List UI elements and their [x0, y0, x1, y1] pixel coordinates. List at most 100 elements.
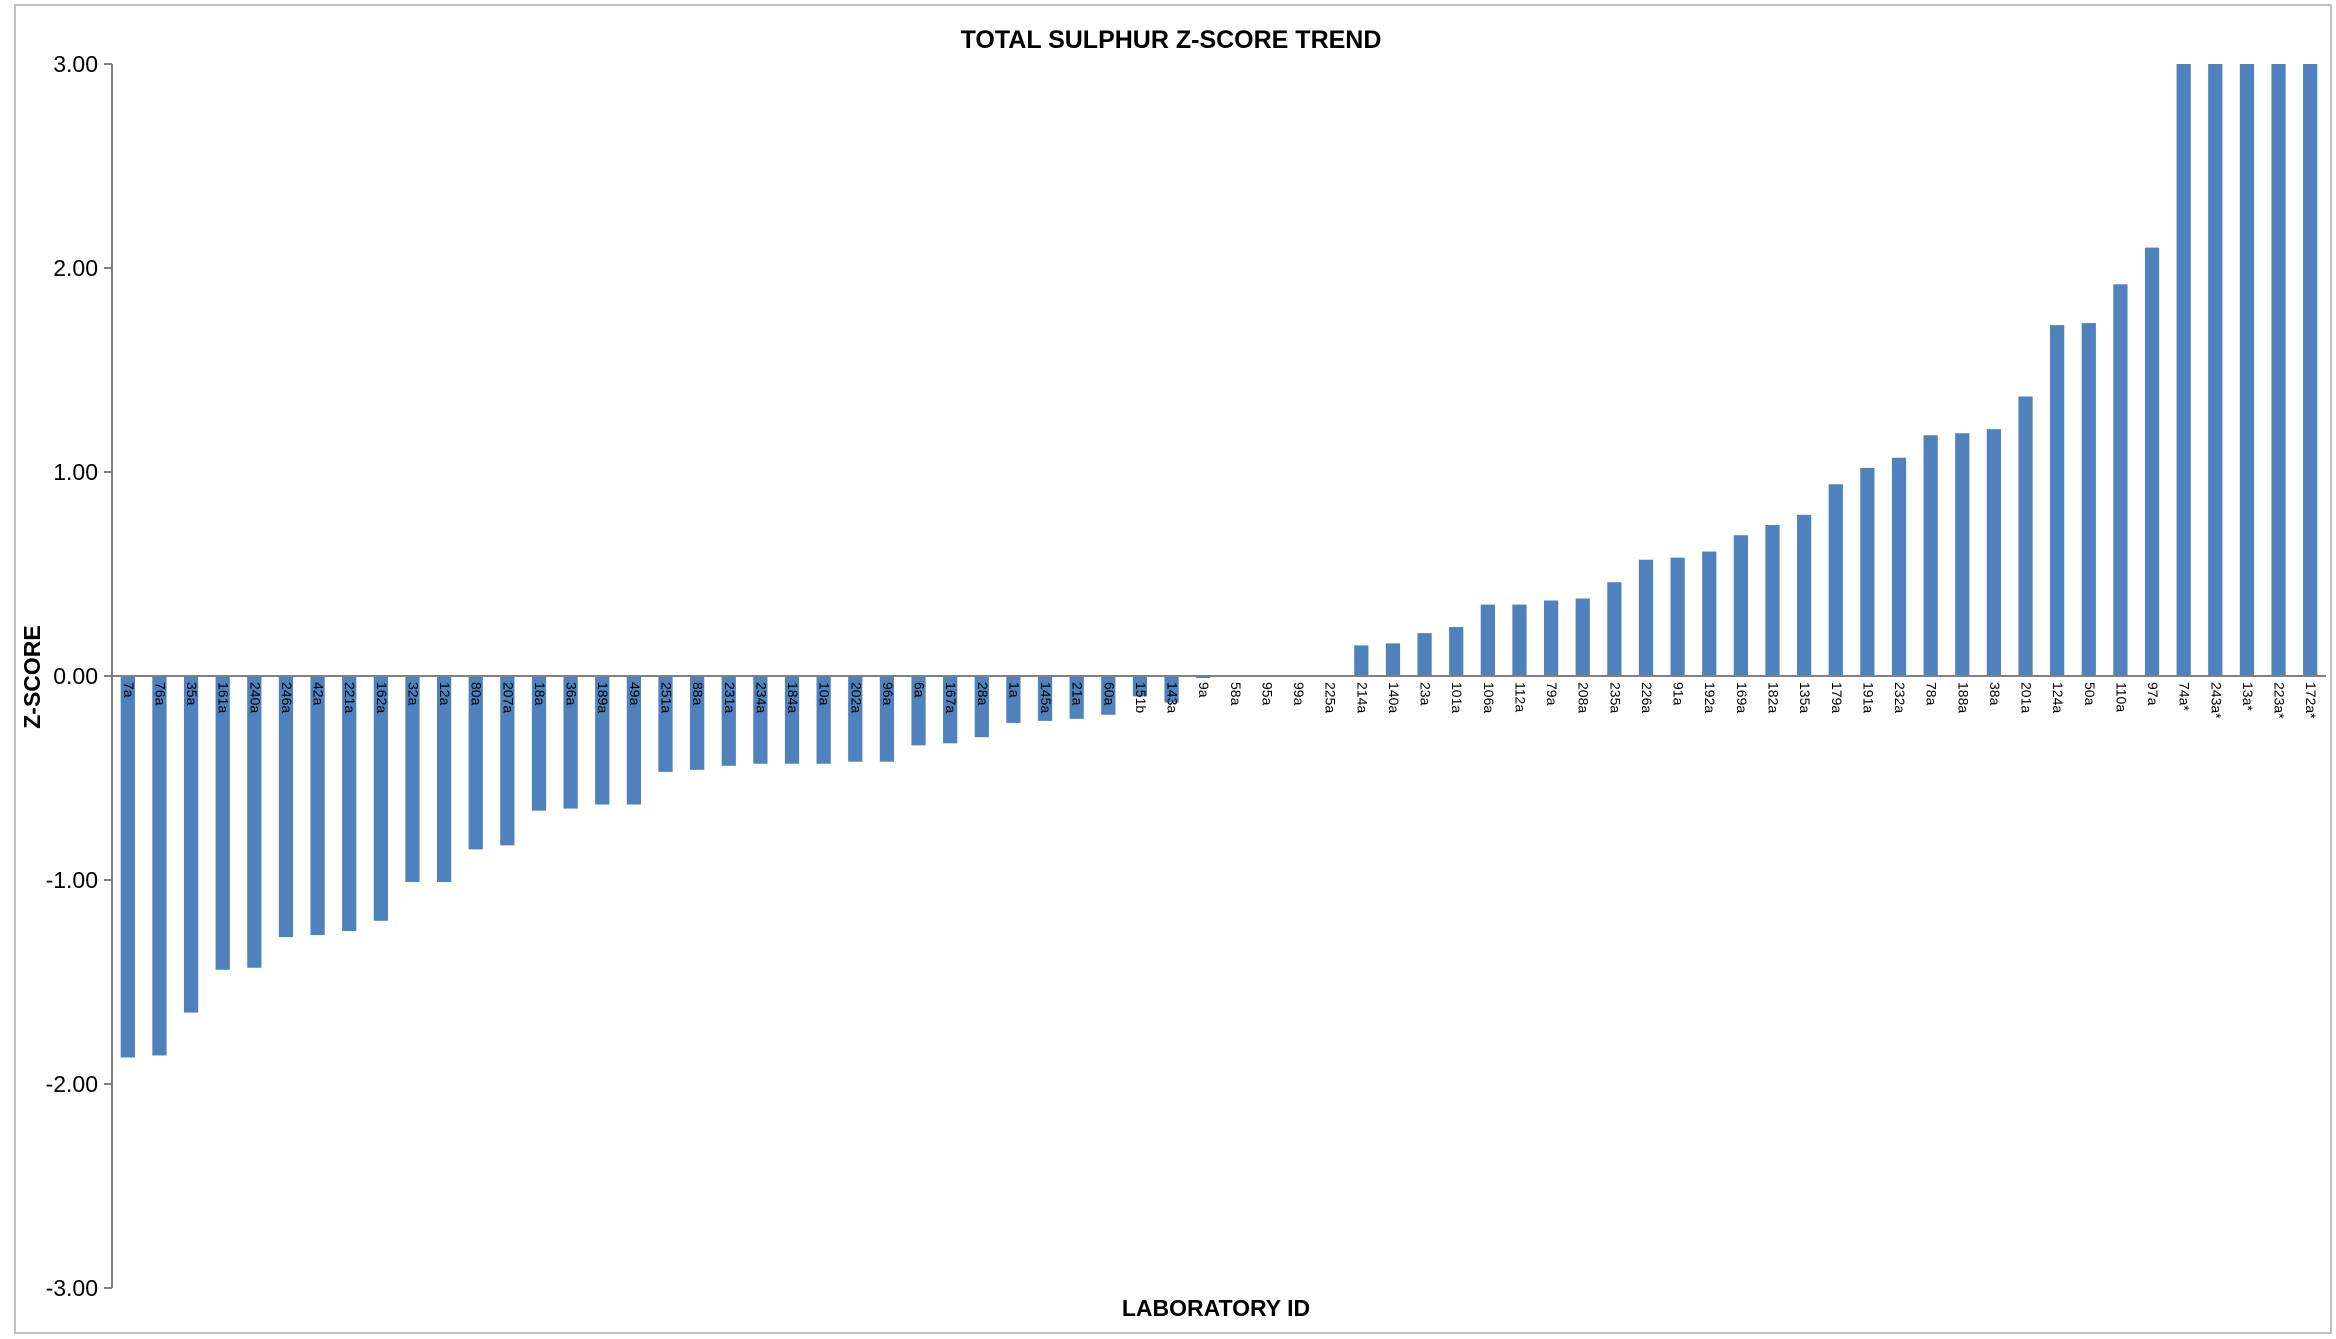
bar-235a	[1607, 582, 1622, 676]
bar-76a	[152, 676, 167, 1056]
x-tick-label: 214a	[1354, 682, 1370, 713]
x-tick-label: 167a	[943, 682, 959, 713]
bar-192a	[1702, 551, 1717, 676]
x-tick-label: 235a	[1607, 682, 1623, 713]
x-tick-label: 78a	[1924, 682, 1940, 706]
bar-35a	[183, 676, 199, 1013]
bar-232a	[1891, 457, 1907, 676]
x-tick-label: 189a	[595, 682, 611, 713]
x-tick-label: 79a	[1544, 682, 1560, 706]
bar-189a	[595, 676, 610, 805]
bar-226a	[1638, 559, 1654, 676]
x-tick-label: 251a	[659, 682, 675, 713]
bar-240a	[247, 676, 262, 968]
x-tick-label: 35a	[184, 682, 200, 706]
x-tick-label: 10a	[817, 682, 833, 706]
bar-214a	[1354, 645, 1369, 676]
bar-10a	[816, 676, 831, 764]
bars	[120, 64, 2318, 1058]
bar-201a	[2018, 396, 2033, 676]
bar-78a	[1923, 435, 1938, 676]
bar-1a	[1006, 676, 1021, 723]
x-tick-label: 143a	[1165, 682, 1181, 713]
bar-110a	[2113, 284, 2128, 676]
y-axis: 3.00 2.00 1.00 0.00 -1.00 -2.00 -3.00	[46, 51, 113, 1301]
x-tick-label: 97a	[2145, 682, 2161, 706]
bar-202a	[848, 676, 863, 762]
bar-172a-star	[2303, 64, 2318, 676]
bar-79a	[1543, 600, 1559, 676]
x-tick-label: 240a	[247, 682, 263, 713]
bar-208a	[1575, 598, 1590, 676]
x-tick-label: 135a	[1797, 682, 1813, 713]
bar-42a	[310, 676, 325, 936]
bar-191a	[1860, 467, 1875, 676]
bar-124a	[2050, 325, 2065, 676]
x-tick-label: 188a	[1955, 682, 1971, 713]
bar-32a	[405, 676, 420, 883]
x-tick-label: 225a	[1323, 682, 1339, 713]
bar-169a	[1733, 535, 1748, 676]
x-tick-label: 207a	[500, 682, 516, 713]
x-tick-label: 42a	[311, 682, 327, 706]
y-tick-label: -1.00	[46, 867, 98, 893]
x-tick-label: 184a	[785, 682, 801, 713]
bar-145a	[1037, 676, 1053, 721]
x-tick-label: 76a	[152, 682, 168, 706]
bar-97a	[2144, 247, 2160, 676]
bar-chart: TOTAL SULPHUR Z-SCORE TREND 3.00 2.00 1.00…	[19, 26, 2326, 1321]
bar-162a	[373, 676, 388, 921]
x-tick-label: 232a	[1892, 682, 1908, 713]
y-tick-label: 2.00	[53, 255, 98, 281]
x-tick-label: 32a	[405, 682, 421, 706]
bar-80a	[468, 676, 483, 850]
x-tick-label: 221a	[342, 682, 358, 713]
bar-251a	[658, 676, 673, 772]
x-tick-label: 208a	[1576, 682, 1592, 713]
x-tick-label: 226a	[1639, 682, 1655, 713]
bar-112a	[1512, 604, 1527, 676]
y-axis-title: Z-SCORE	[19, 625, 45, 729]
x-tick-label: 106a	[1481, 682, 1497, 713]
bar-6a	[911, 676, 926, 746]
y-tick-label: -2.00	[46, 1071, 98, 1097]
x-tick-label: 243a*	[2208, 682, 2224, 719]
x-tick-label: 169a	[1734, 682, 1750, 713]
x-tick-label: 18a	[532, 682, 548, 706]
y-tick-label: -3.00	[46, 1275, 98, 1301]
bar-246a	[278, 676, 294, 938]
x-tick-label: 13a*	[2240, 682, 2256, 711]
bar-182a	[1765, 525, 1780, 676]
x-tick-label: 58a	[1228, 682, 1244, 706]
x-tick-label: 99a	[1291, 682, 1307, 706]
bar-49a	[626, 676, 641, 805]
x-tick-label: 38a	[1987, 682, 2003, 706]
bar-161a	[215, 676, 230, 970]
x-tick-label: 124a	[2050, 682, 2066, 713]
bar-135a	[1797, 514, 1812, 676]
x-tick-label: 246a	[279, 682, 295, 713]
x-tick-label: 162a	[374, 682, 390, 713]
x-tick-label: 182a	[1766, 682, 1782, 713]
bar-38a	[1986, 429, 2002, 676]
x-tick-label: 80a	[469, 682, 485, 706]
bar-74a-star	[2176, 64, 2191, 676]
chart-frame: TOTAL SULPHUR Z-SCORE TREND 3.00 2.00 1.00…	[14, 4, 2332, 1334]
x-tick-label: 112a	[1512, 682, 1528, 712]
bar-23a	[1417, 633, 1432, 676]
bar-207a	[500, 676, 515, 846]
x-tick-label: 74a*	[2177, 682, 2193, 711]
x-tick-labels: 7a 76a 35a 161a 240a 246a 42a 221a 162a 32a 12a 80a…	[121, 682, 2319, 719]
x-tick-label: 6a	[912, 682, 928, 698]
bar-60a	[1101, 676, 1116, 715]
bar-140a	[1385, 643, 1401, 676]
x-tick-label: 223a*	[2272, 682, 2288, 719]
x-tick-label: 7a	[121, 682, 137, 698]
x-axis-title: LABORATORY ID	[1122, 1295, 1310, 1321]
y-tick-label: 0.00	[53, 663, 98, 689]
bar-221a	[342, 676, 357, 931]
bar-12a	[436, 676, 452, 883]
x-tick-label: 95a	[1259, 682, 1275, 706]
bar-28a	[974, 676, 989, 738]
x-tick-label: 140a	[1386, 682, 1402, 713]
